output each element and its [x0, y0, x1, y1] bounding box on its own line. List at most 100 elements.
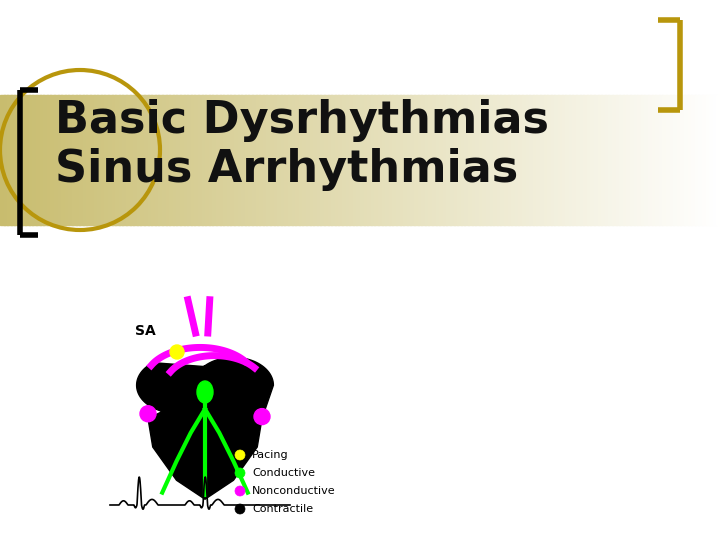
Bar — [212, 95, 217, 225]
Bar — [608, 95, 613, 225]
Bar — [418, 95, 422, 225]
Bar — [583, 95, 588, 225]
Bar — [493, 95, 498, 225]
Bar — [562, 95, 566, 225]
Bar — [263, 95, 267, 225]
Bar — [623, 95, 627, 225]
Bar — [187, 95, 192, 225]
Bar — [112, 95, 116, 225]
Bar — [716, 95, 720, 225]
Bar — [115, 95, 120, 225]
Bar — [619, 95, 624, 225]
Bar — [655, 95, 660, 225]
Bar — [486, 95, 490, 225]
Bar — [126, 95, 130, 225]
Bar — [104, 95, 109, 225]
Bar — [162, 95, 166, 225]
Bar — [378, 95, 382, 225]
Bar — [526, 95, 530, 225]
Bar — [259, 95, 264, 225]
Bar — [432, 95, 436, 225]
Bar — [277, 95, 282, 225]
Bar — [306, 95, 310, 225]
Bar — [302, 95, 307, 225]
Circle shape — [235, 468, 245, 478]
Bar — [140, 95, 145, 225]
Bar — [522, 95, 526, 225]
Bar — [313, 95, 318, 225]
Bar — [634, 95, 638, 225]
Bar — [400, 95, 404, 225]
Bar — [641, 95, 645, 225]
Bar — [0, 95, 4, 225]
Circle shape — [170, 345, 184, 359]
Bar — [252, 95, 256, 225]
Bar — [205, 95, 210, 225]
Ellipse shape — [197, 381, 213, 403]
Bar — [569, 95, 573, 225]
Bar — [299, 95, 303, 225]
Bar — [216, 95, 220, 225]
Bar — [364, 95, 368, 225]
Bar — [518, 95, 523, 225]
Text: SA: SA — [135, 324, 156, 338]
Bar — [22, 95, 26, 225]
Circle shape — [254, 409, 270, 424]
Bar — [158, 95, 163, 225]
Bar — [500, 95, 505, 225]
Bar — [698, 95, 703, 225]
Bar — [79, 95, 84, 225]
Bar — [25, 95, 30, 225]
Bar — [382, 95, 386, 225]
Bar — [11, 95, 15, 225]
Bar — [353, 95, 357, 225]
Circle shape — [235, 450, 245, 460]
Bar — [76, 95, 80, 225]
Bar — [709, 95, 714, 225]
Bar — [169, 95, 174, 225]
Bar — [14, 95, 19, 225]
Bar — [209, 95, 213, 225]
Bar — [482, 95, 487, 225]
Bar — [155, 95, 159, 225]
Bar — [475, 95, 480, 225]
Bar — [605, 95, 609, 225]
Circle shape — [235, 486, 245, 496]
Bar — [119, 95, 123, 225]
Bar — [601, 95, 606, 225]
Circle shape — [140, 406, 156, 422]
Bar — [468, 95, 472, 225]
Bar — [396, 95, 400, 225]
Bar — [97, 95, 102, 225]
Bar — [691, 95, 696, 225]
Bar — [713, 95, 717, 225]
Bar — [677, 95, 681, 225]
Bar — [684, 95, 688, 225]
Bar — [356, 95, 361, 225]
Text: Pacing: Pacing — [252, 450, 289, 460]
Bar — [58, 95, 62, 225]
Bar — [392, 95, 397, 225]
Bar — [504, 95, 508, 225]
Bar — [515, 95, 519, 225]
Bar — [54, 95, 58, 225]
Bar — [511, 95, 516, 225]
Bar — [7, 95, 12, 225]
Text: Nonconductive: Nonconductive — [252, 486, 336, 496]
Bar — [320, 95, 325, 225]
Bar — [587, 95, 591, 225]
Bar — [191, 95, 195, 225]
Bar — [454, 95, 458, 225]
Text: Conductive: Conductive — [252, 468, 315, 478]
Bar — [230, 95, 235, 225]
Bar — [652, 95, 656, 225]
Bar — [40, 95, 44, 225]
Circle shape — [235, 504, 245, 514]
Bar — [122, 95, 127, 225]
Bar — [626, 95, 631, 225]
Bar — [151, 95, 156, 225]
Bar — [94, 95, 98, 225]
Bar — [461, 95, 465, 225]
Bar — [144, 95, 148, 225]
Bar — [331, 95, 336, 225]
